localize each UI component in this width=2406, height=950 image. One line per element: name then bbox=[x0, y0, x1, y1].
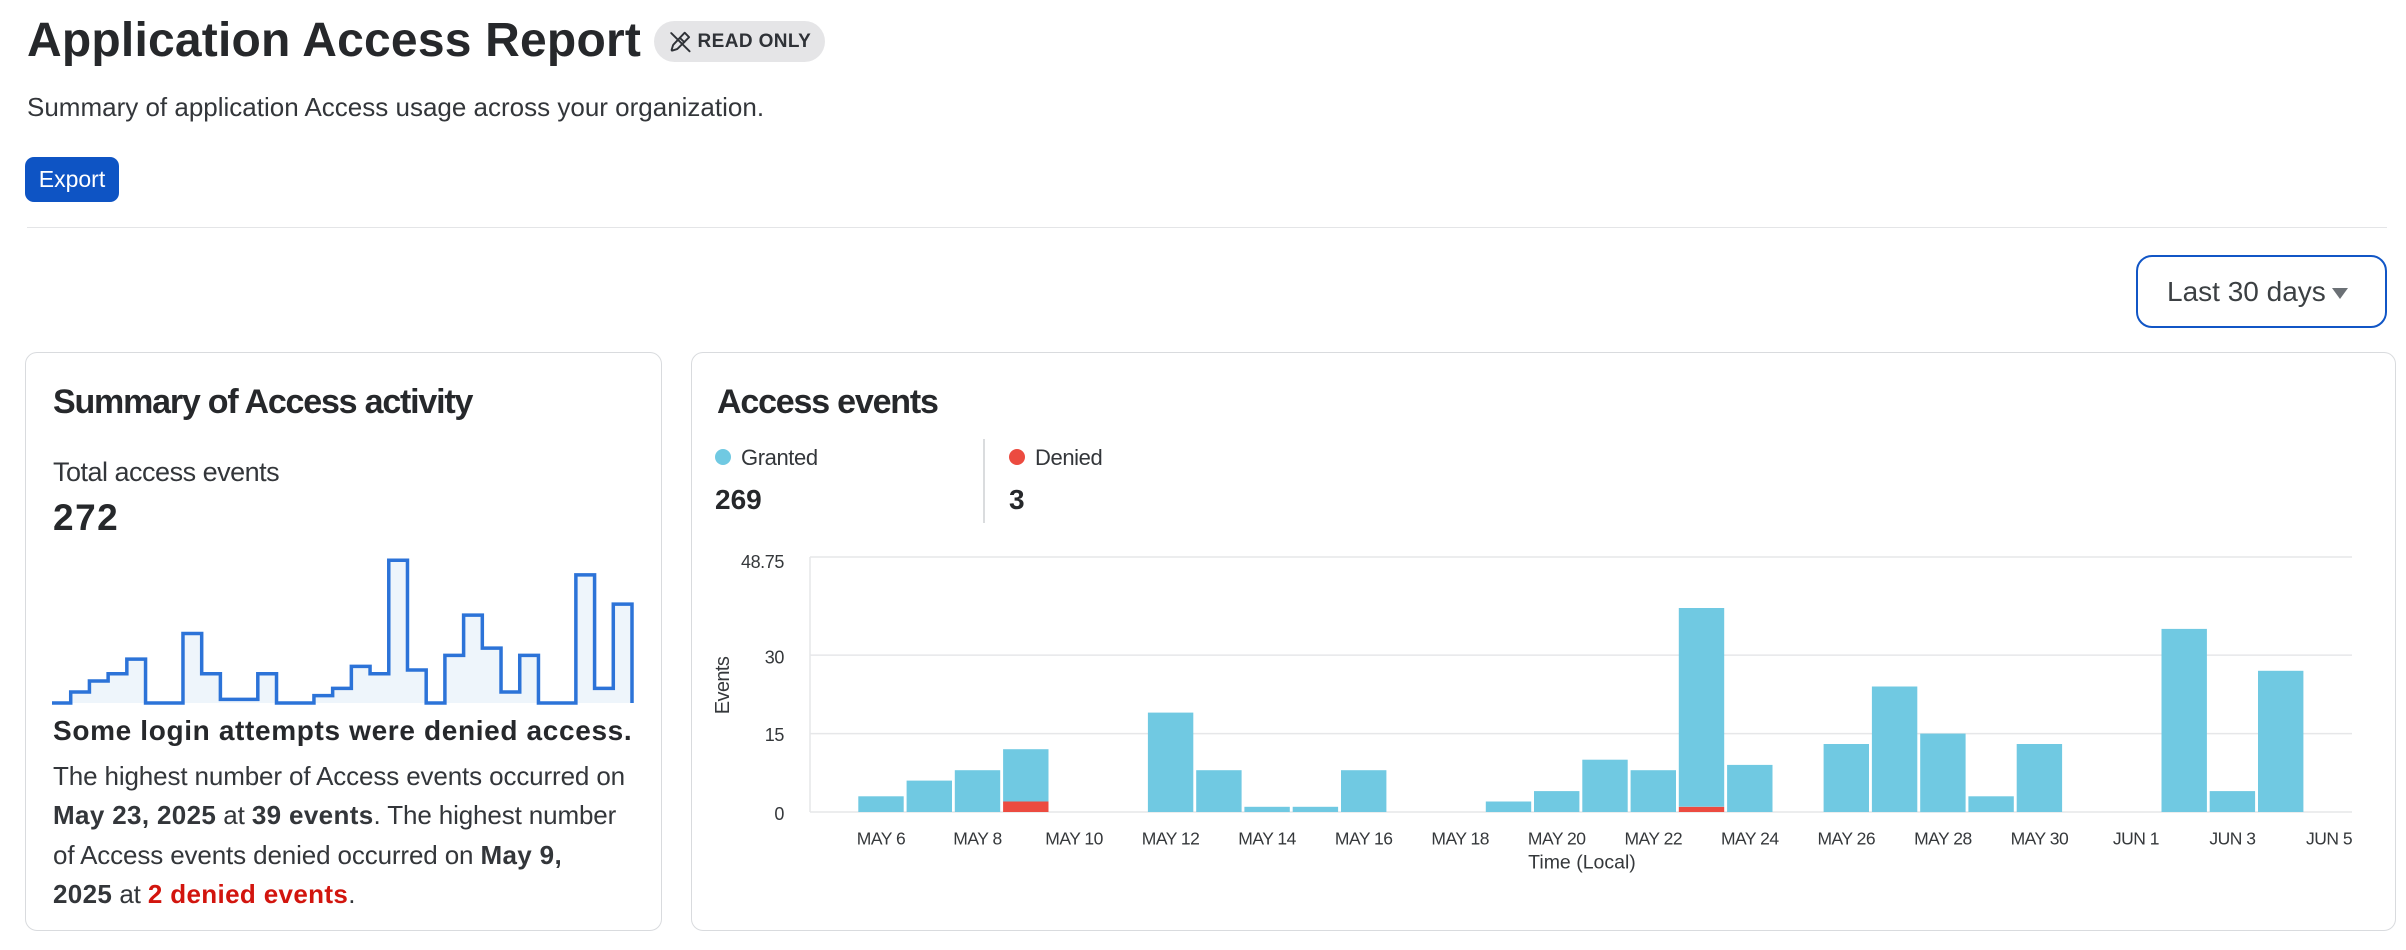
svg-text:15: 15 bbox=[765, 725, 785, 745]
svg-text:MAY 26: MAY 26 bbox=[1817, 829, 1875, 849]
svg-text:JUN 3: JUN 3 bbox=[2209, 829, 2255, 849]
svg-text:MAY 30: MAY 30 bbox=[2011, 829, 2069, 849]
svg-text:MAY 8: MAY 8 bbox=[953, 829, 1001, 849]
svg-text:MAY 14: MAY 14 bbox=[1238, 829, 1296, 849]
svg-text:JUN 1: JUN 1 bbox=[2113, 829, 2159, 849]
svg-text:30: 30 bbox=[765, 648, 785, 668]
svg-text:MAY 28: MAY 28 bbox=[1914, 829, 1972, 849]
svg-text:MAY 12: MAY 12 bbox=[1142, 829, 1200, 849]
svg-text:MAY 22: MAY 22 bbox=[1624, 829, 1682, 849]
svg-text:MAY 24: MAY 24 bbox=[1721, 829, 1779, 849]
svg-text:JUN 5: JUN 5 bbox=[2306, 829, 2352, 849]
svg-text:Events: Events bbox=[712, 656, 734, 714]
svg-text:MAY 16: MAY 16 bbox=[1335, 829, 1393, 849]
svg-text:0: 0 bbox=[774, 804, 784, 824]
svg-text:Time (Local): Time (Local) bbox=[1528, 852, 1636, 874]
svg-text:MAY 6: MAY 6 bbox=[857, 829, 905, 849]
svg-text:MAY 20: MAY 20 bbox=[1528, 829, 1586, 849]
svg-text:MAY 10: MAY 10 bbox=[1045, 829, 1103, 849]
svg-text:MAY 18: MAY 18 bbox=[1431, 829, 1489, 849]
svg-text:48.75: 48.75 bbox=[741, 552, 784, 572]
